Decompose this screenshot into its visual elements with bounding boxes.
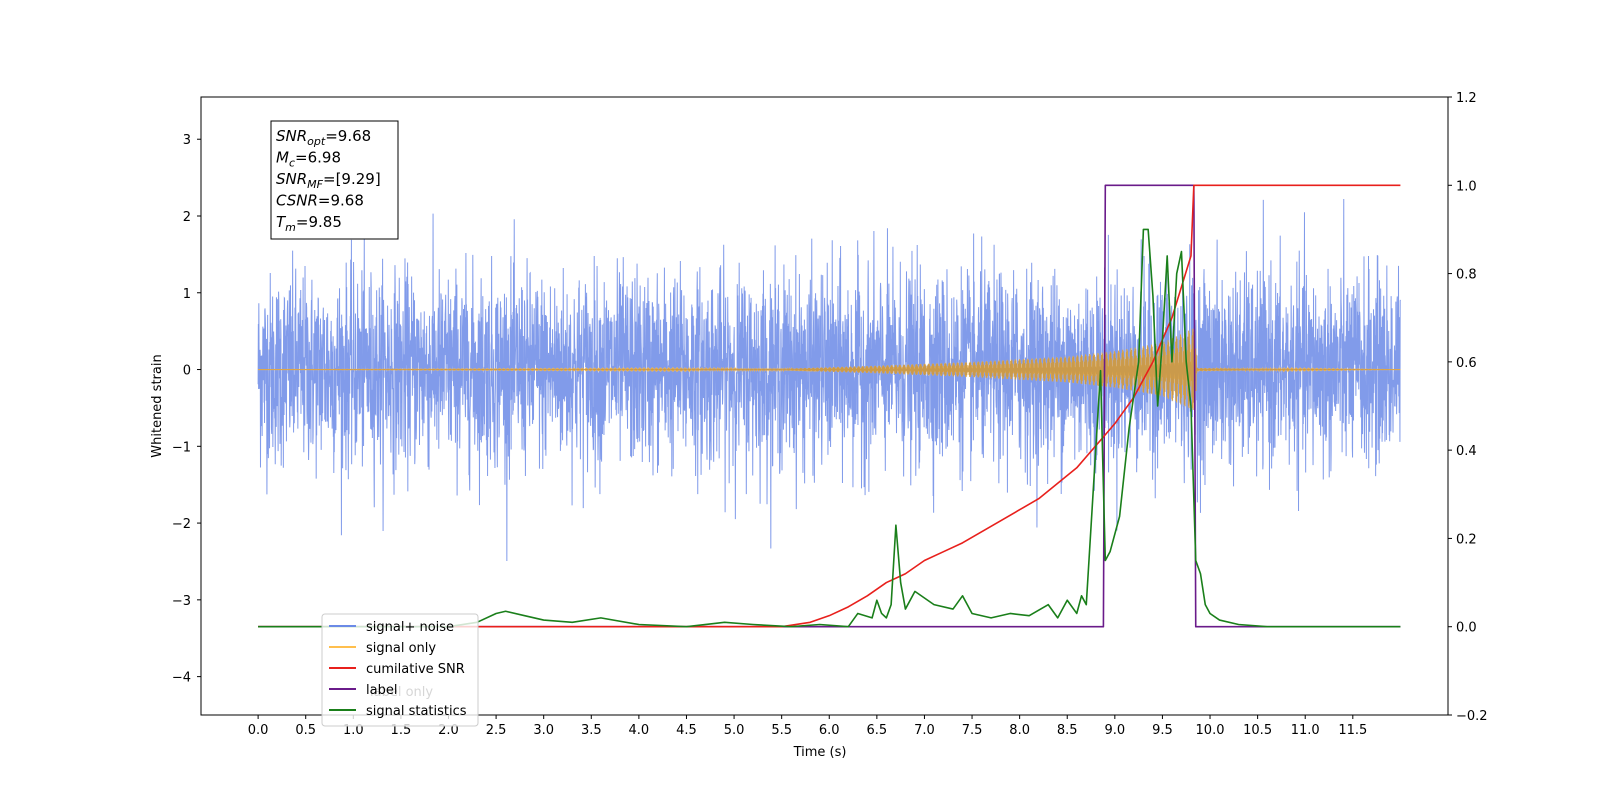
legend-frame (321, 613, 479, 727)
annotation-line: CSNR=9.68 (276, 192, 364, 210)
annotation-symbol: SNR (276, 170, 307, 188)
axes: 0.0 0.5 1.0 1.5 2.0 2.5 3.0 3.5 4.0 4.5 5.0 5.5 6.0 6… (172, 91, 1488, 738)
legend: label only signal+ noise signal only cumila… (321, 613, 479, 727)
annotation-value: =[9.29] (323, 170, 381, 188)
x-tick-label: 7.5 (962, 723, 983, 738)
series-signal-only-overlap (258, 328, 1401, 411)
legend-label: label (366, 683, 397, 698)
x-tick-label: 5.5 (771, 723, 792, 738)
x-tick-label: 9.5 (1152, 723, 1173, 738)
y2-tick-label: 1.0 (1456, 179, 1477, 194)
y2-tick-label: −0.2 (1456, 709, 1488, 724)
x-tick-label: 9.0 (1104, 723, 1125, 738)
x-tick-label: 3.5 (581, 723, 602, 738)
x-tick-label: 1.5 (391, 723, 412, 738)
annotation-value: =6.98 (295, 149, 341, 167)
annotation-frame (270, 120, 399, 240)
y-tick-label: −3 (172, 594, 191, 609)
annotation-symbol: M (276, 149, 289, 167)
series-cumulative-snr (258, 184, 1401, 628)
y-tick-label: −4 (172, 671, 191, 686)
x-tick-label: 10.5 (1243, 723, 1272, 738)
legend-label: signal statistics (366, 704, 467, 719)
annotation-subscript: MF (307, 178, 323, 191)
y2-tick-label: 0.6 (1456, 356, 1477, 371)
y-axis-label: Whitened strain (150, 354, 165, 457)
x-tick-label: 3.0 (533, 723, 554, 738)
legend-label: signal+ noise (366, 620, 454, 635)
x-tick-label: 11.0 (1291, 723, 1320, 738)
annotation-subscript: opt (307, 135, 326, 148)
y2-tick-label: 0.2 (1456, 532, 1477, 547)
x-tick-label: 0.0 (248, 723, 269, 738)
annotation-value: =9.68 (325, 127, 371, 145)
series-signal-noise (257, 198, 1401, 561)
x-tick-label: 6.0 (819, 723, 840, 738)
annotation-subscript: c (289, 157, 295, 170)
x-axis-label: Time (s) (793, 745, 847, 760)
series-signal-only (258, 328, 1401, 411)
x-tick-label: 2.5 (486, 723, 507, 738)
annotation-value: =9.68 (318, 192, 364, 210)
annotation-line: Tm=9.85 (276, 213, 342, 234)
annotation-symbol: T (276, 213, 287, 231)
annotation-symbol: SNR (276, 127, 307, 145)
annotation-line: SNRopt=9.68 (276, 127, 371, 148)
annotation-line: SNRMF=[9.29] (276, 170, 381, 191)
x-tick-label: 2.0 (438, 723, 459, 738)
plot-frame (200, 96, 1449, 716)
y-tick-label: 1 (183, 287, 191, 302)
y2-tick-label: 1.2 (1456, 91, 1477, 106)
y2-tick-label: 0.0 (1456, 621, 1477, 636)
x-tick-label: 7.0 (914, 723, 935, 738)
legend-label: signal only (366, 641, 436, 656)
x-tick-label: 4.5 (676, 723, 697, 738)
y-tick-label: −1 (172, 440, 191, 455)
x-tick-label: 6.5 (867, 723, 888, 738)
annotation-line: Mc=6.98 (276, 149, 341, 170)
annotation-value: =9.85 (296, 213, 342, 231)
y2-tick-label: 0.4 (1456, 444, 1477, 459)
y-tick-label: −2 (172, 517, 191, 532)
series-signal-statistics (258, 228, 1401, 628)
annotation-symbol: CSNR (276, 192, 318, 210)
x-tick-label: 11.5 (1338, 723, 1367, 738)
plot-area (257, 184, 1401, 628)
y2-tick-label: 0.8 (1456, 268, 1477, 283)
legend-hidden-entry: label only (370, 685, 433, 700)
series-label (258, 184, 1401, 628)
legend-label: cumilative SNR (366, 662, 465, 677)
x-tick-label: 8.5 (1057, 723, 1078, 738)
annotation-box: SNRopt=9.68Mc=6.98SNRMF=[9.29]CSNR=9.68T… (270, 120, 399, 240)
x-tick-label: 10.0 (1196, 723, 1225, 738)
x-tick-label: 0.5 (295, 723, 316, 738)
y-tick-label: 0 (183, 364, 191, 379)
x-tick-label: 4.0 (629, 723, 650, 738)
x-tick-label: 1.0 (343, 723, 364, 738)
annotation-subscript: m (285, 221, 296, 234)
x-tick-label: 5.0 (724, 723, 745, 738)
y-tick-label: 3 (183, 133, 191, 148)
y-tick-label: 2 (183, 210, 191, 225)
x-tick-label: 8.0 (1009, 723, 1030, 738)
